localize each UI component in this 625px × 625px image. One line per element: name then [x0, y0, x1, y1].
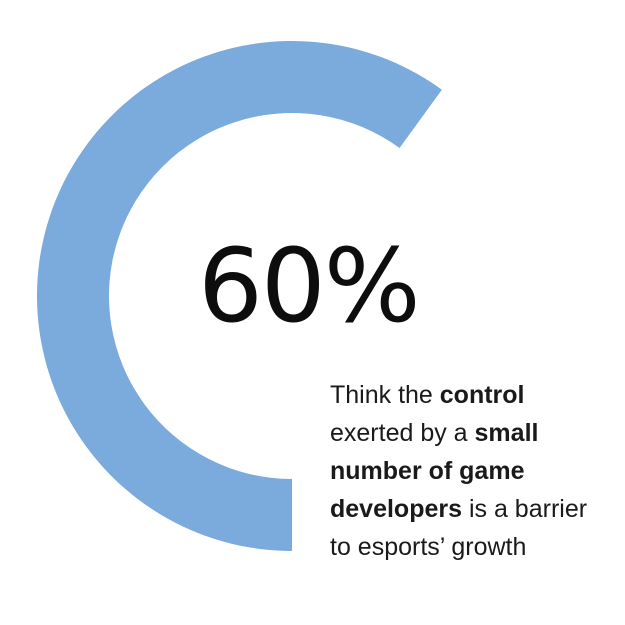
caption-emphasis: small — [474, 419, 539, 447]
caption-segment: is a barrier — [462, 495, 588, 523]
caption-segment: exerted by a — [330, 419, 475, 447]
caption-emphasis: control — [439, 381, 525, 409]
caption-line-1: Think the control — [330, 376, 622, 414]
caption-text: Think the control exerted by a small num… — [330, 376, 622, 566]
caption-emphasis: number of game — [330, 457, 525, 485]
caption-line-3: number of game — [330, 452, 622, 490]
caption-segment: to esports’ growth — [330, 533, 527, 561]
caption-emphasis: developers — [330, 495, 463, 523]
headline-percentage: 60% — [198, 227, 421, 346]
caption-segment: Think the — [330, 381, 440, 409]
caption-line-4: developers is a barrier — [330, 490, 622, 528]
donut-arc-60-percent — [37, 41, 442, 552]
caption-line-5: to esports’ growth — [330, 528, 622, 566]
caption-line-2: exerted by a small — [330, 414, 622, 452]
